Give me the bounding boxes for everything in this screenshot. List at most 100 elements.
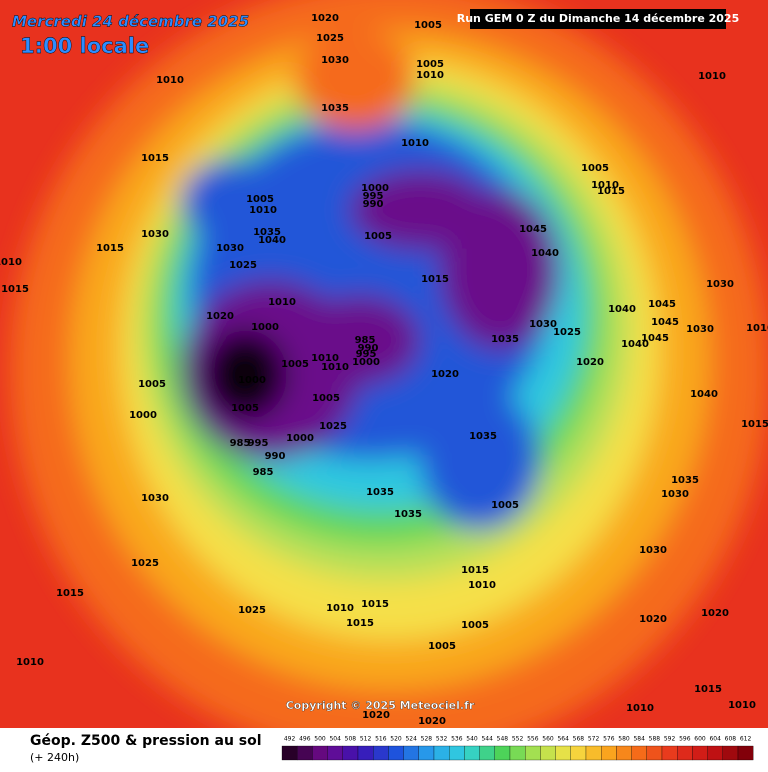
legend-swatch <box>357 745 374 761</box>
pressure-label: 1025 <box>319 421 347 432</box>
pressure-label: 1010 <box>746 323 768 334</box>
pressure-label: 1010 <box>626 703 654 714</box>
legend-swatch <box>585 745 602 761</box>
pressure-label: 1010 <box>591 180 619 191</box>
pressure-label: 1025 <box>316 33 344 44</box>
pressure-label: 1010 <box>268 297 296 308</box>
legend-swatch <box>327 745 343 761</box>
pressure-label: 1030 <box>529 319 557 330</box>
legend-label: 520 <box>390 736 402 743</box>
legend-label: 540 <box>466 736 478 743</box>
pressure-label: 1045 <box>648 299 676 310</box>
pressure-label: 1015 <box>421 274 449 285</box>
pressure-label: 1005 <box>581 163 609 174</box>
pressure-label: 1015 <box>694 684 722 695</box>
legend-swatch <box>297 745 313 761</box>
pressure-label: 1025 <box>131 558 159 569</box>
pressure-label: 985 <box>253 467 274 478</box>
pressure-label: 1005 <box>281 359 309 370</box>
legend-label: 584 <box>633 736 645 743</box>
pressure-label: 1030 <box>216 243 244 254</box>
pressure-label: 1005 <box>428 641 456 652</box>
pressure-label: 1020 <box>311 13 339 24</box>
pressure-label: 1020 <box>206 311 234 322</box>
legend-swatch <box>388 745 404 761</box>
pressure-label: 1000 <box>238 375 266 386</box>
pressure-label: 995 <box>248 438 269 449</box>
legend-swatch <box>677 745 693 761</box>
legend-swatch <box>722 745 739 761</box>
pressure-label: 1005 <box>364 231 392 242</box>
legend-swatch <box>646 745 663 761</box>
legend-label: 544 <box>481 736 493 743</box>
legend-label: 532 <box>436 736 448 743</box>
pressure-label: 1005 <box>461 620 489 631</box>
legend-swatch <box>540 745 556 761</box>
legend-label: 508 <box>345 736 357 743</box>
pressure-label: 1010 <box>156 75 184 86</box>
legend-swatch <box>601 745 617 761</box>
pressure-label: 1010 <box>249 205 277 216</box>
pressure-label: 1030 <box>706 279 734 290</box>
legend-swatch <box>449 745 465 761</box>
legend-swatch <box>737 745 754 761</box>
pressure-label: 1030 <box>686 324 714 335</box>
pressure-label: 1040 <box>531 248 559 259</box>
pressure-label: 1035 <box>491 334 519 345</box>
pressure-label: 1020 <box>418 716 446 727</box>
legend-swatch <box>494 745 511 761</box>
footer-subtitle: (+ 240h) <box>30 751 79 764</box>
pressure-label: 1020 <box>576 357 604 368</box>
legend-label: 552 <box>512 736 524 743</box>
pressure-label: 1015 <box>56 588 84 599</box>
legend-swatch <box>403 745 419 761</box>
legend-label: 528 <box>421 736 433 743</box>
pressure-label: 1010 <box>416 70 444 81</box>
pressure-label: 1020 <box>701 608 729 619</box>
legend-label: 504 <box>329 736 341 743</box>
date: Mercredi 24 décembre 2025 <box>12 13 249 31</box>
pressure-label: 1010 <box>468 580 496 591</box>
legend-swatch <box>281 745 298 761</box>
pressure-label: 1005 <box>246 194 274 205</box>
legend-label: 588 <box>649 736 661 743</box>
pressure-label: 1010 <box>0 257 22 268</box>
legend-swatch <box>661 745 678 761</box>
legend-swatch <box>479 745 495 761</box>
pressure-label: 1000 <box>352 357 380 368</box>
legend: 492 496 500 504 508 512 516 520 524 528 532 536 540 5… <box>281 736 754 761</box>
copyright: Copyright © 2025 Meteociel.fr <box>286 699 475 712</box>
pressure-label: 990 <box>358 343 379 354</box>
legend-swatch <box>692 745 708 761</box>
pressure-label: 1005 <box>231 403 259 414</box>
pressure-label: 1010 <box>698 71 726 82</box>
pressure-label: 1020 <box>362 710 390 721</box>
pressure-label: 1015 <box>346 618 374 629</box>
legend-label: 612 <box>740 736 752 743</box>
pressure-label: 1035 <box>394 509 422 520</box>
pressure-label: 1015 <box>96 243 124 254</box>
pressure-label: 1040 <box>621 339 649 350</box>
pressure-label: 1030 <box>141 229 169 240</box>
pressure-label: 990 <box>265 451 286 462</box>
legend-label: 492 <box>284 736 296 743</box>
pressure-label: 1005 <box>138 379 166 390</box>
legend-swatch <box>418 745 435 761</box>
legend-label: 536 <box>451 736 463 743</box>
pressure-label: 1035 <box>366 487 394 498</box>
pressure-label: 1010 <box>401 138 429 149</box>
pressure-label: 1030 <box>321 55 349 66</box>
legend-swatch <box>555 745 571 761</box>
legend-label: 592 <box>664 736 676 743</box>
legend-label: 524 <box>405 736 417 743</box>
legend-label: 500 <box>314 736 326 743</box>
legend-swatch <box>525 745 541 761</box>
legend-label: 600 <box>694 736 706 743</box>
legend-label: 572 <box>588 736 600 743</box>
pressure-label: 1025 <box>229 260 257 271</box>
pressure-label: 985 <box>230 438 251 449</box>
pressure-label: 1010 <box>311 353 339 364</box>
pressure-label: 1040 <box>690 389 718 400</box>
